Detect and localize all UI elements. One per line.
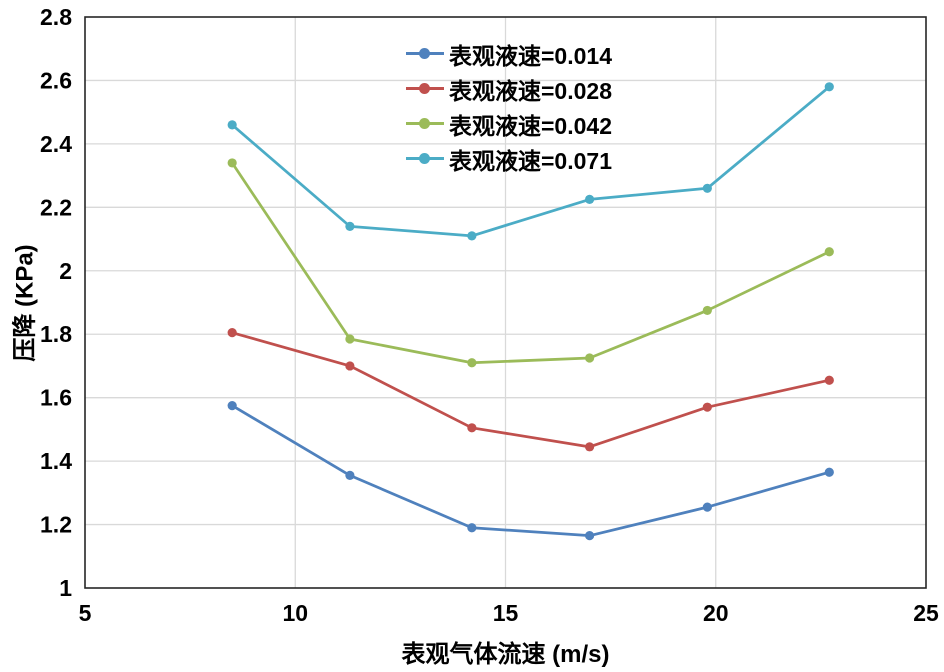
- data-point-s3-p1: [345, 221, 355, 231]
- x-tick-label-5: 5: [79, 600, 92, 626]
- series-line-2: [230, 161, 831, 365]
- data-point-s1-p0: [227, 328, 237, 338]
- data-point-s1-p1: [345, 361, 355, 371]
- y-tick-label-1.6: 1.6: [40, 385, 72, 411]
- data-point-s3-p0: [227, 120, 237, 130]
- data-point-s2-p0: [227, 158, 237, 168]
- series-line-0: [230, 404, 831, 538]
- data-point-s3-p5: [824, 82, 834, 92]
- series-line-1: [230, 331, 831, 449]
- data-point-s0-p4: [702, 502, 712, 512]
- data-point-s0-p5: [824, 467, 834, 477]
- legend-marker-icon: [406, 106, 444, 141]
- legend-label: 表观液速=0.028: [449, 77, 612, 104]
- data-point-s2-p2: [467, 358, 477, 368]
- data-point-s0-p2: [467, 523, 477, 533]
- legend-item-0: 表观液速=0.014: [406, 36, 612, 71]
- legend-marker-icon: [406, 141, 444, 176]
- data-point-s1-p4: [702, 402, 712, 412]
- data-point-s3-p2: [467, 231, 477, 241]
- data-point-s0-p0: [227, 400, 237, 411]
- x-tick-label-25: 25: [913, 600, 939, 626]
- y-tick-label-2.6: 2.6: [40, 67, 72, 93]
- plot-border: [84, 16, 927, 589]
- y-tick-label-1.4: 1.4: [40, 448, 72, 474]
- legend-item-3: 表观液速=0.071: [406, 141, 612, 176]
- y-tick-label-1: 1: [59, 575, 72, 601]
- legend: 表观液速=0.014 表观液速=0.028 表观液速=0.042 表观液速=0.071: [406, 36, 612, 176]
- y-tick-label-1.8: 1.8: [40, 321, 72, 347]
- y-axis-title: 压降 (KPa): [11, 244, 39, 362]
- legend-item-1: 表观液速=0.028: [406, 71, 612, 106]
- legend-dot-icon: [419, 48, 430, 59]
- x-tick-label-20: 20: [703, 600, 729, 626]
- y-tick-label-2: 2: [59, 258, 72, 284]
- legend-item-2: 表观液速=0.042: [406, 106, 612, 141]
- legend-dot-icon: [419, 83, 430, 94]
- legend-marker-icon: [406, 36, 444, 71]
- data-point-s1-p2: [467, 423, 477, 433]
- data-point-s2-p5: [824, 247, 834, 257]
- data-point-s1-p5: [824, 375, 834, 385]
- legend-dot-icon: [419, 118, 430, 129]
- data-point-s3-p4: [702, 183, 712, 193]
- data-point-s2-p4: [702, 305, 712, 316]
- x-tick-label-15: 15: [493, 600, 519, 626]
- legend-label: 表观液速=0.042: [449, 112, 612, 139]
- legend-marker-icon: [406, 71, 444, 106]
- y-tick-label-2.8: 2.8: [40, 4, 72, 30]
- legend-dot-icon: [419, 153, 430, 164]
- data-point-s1-p3: [585, 442, 595, 452]
- series-line-3: [230, 85, 831, 238]
- y-tick-label-2.4: 2.4: [40, 131, 72, 157]
- data-point-s0-p1: [345, 470, 355, 480]
- data-point-s2-p1: [345, 334, 355, 344]
- legend-label: 表观液速=0.071: [449, 147, 612, 174]
- y-tick-label-2.2: 2.2: [40, 194, 72, 220]
- x-axis-title: 表观气体流速 (m/s): [401, 641, 610, 668]
- data-point-s2-p3: [585, 353, 595, 363]
- data-point-s3-p3: [585, 194, 595, 205]
- x-tick-label-10: 10: [282, 600, 308, 626]
- legend-label: 表观液速=0.014: [449, 42, 612, 69]
- y-tick-label-1.2: 1.2: [40, 512, 72, 538]
- data-point-s0-p3: [585, 531, 595, 541]
